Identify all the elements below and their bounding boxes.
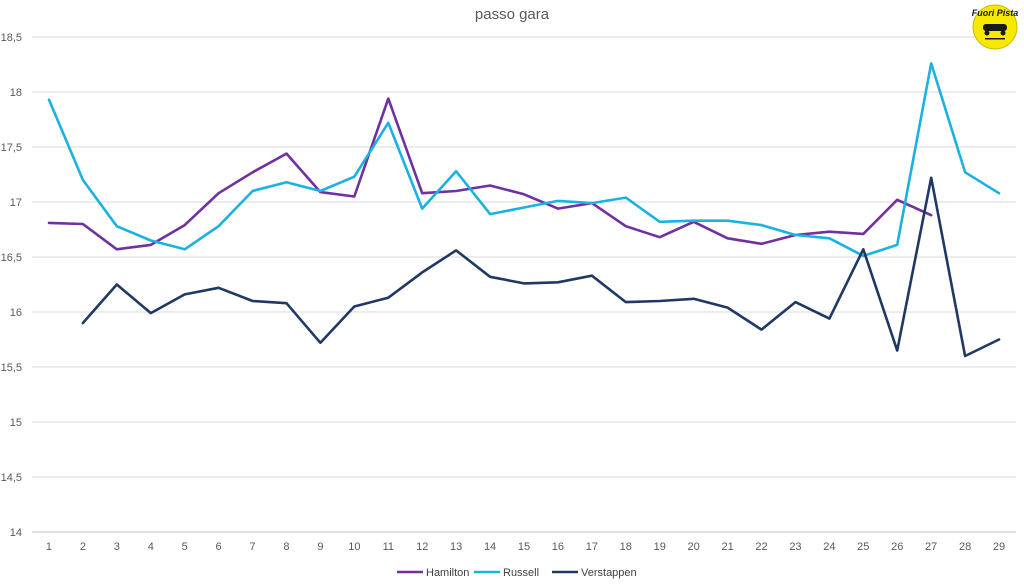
y-tick-label: 15: [10, 417, 22, 429]
x-tick-label: 21: [721, 541, 733, 553]
chart-title: passo gara: [475, 6, 550, 23]
x-tick-label: 14: [484, 541, 496, 553]
y-tick-label: 16,5: [1, 252, 22, 264]
x-axis-ticks: 1 2 3 4 5 6 7 8 9 10 11 12 13 14 15 16 17 18 19 20 21 22 23 24 2…: [46, 541, 1005, 553]
x-tick-label: 10: [348, 541, 360, 553]
y-tick-label: 14: [10, 527, 22, 539]
x-tick-label: 15: [518, 541, 530, 553]
x-tick-label: 1: [46, 541, 52, 553]
series-line-hamilton: [47, 97, 933, 251]
legend: Hamilton Russell Verstappen: [397, 567, 637, 579]
fuori-pista-logo: Fuori Pista: [972, 4, 1019, 50]
x-tick-label: 12: [416, 541, 428, 553]
x-tick-label: 8: [283, 541, 289, 553]
y-tick-label: 18,5: [1, 32, 22, 44]
series-line-verstappen: [81, 176, 1001, 358]
x-tick-label: 18: [620, 541, 632, 553]
x-tick-label: 27: [925, 541, 937, 553]
x-tick-label: 11: [383, 541, 394, 553]
y-tick-label: 17,5: [1, 142, 22, 154]
x-tick-label: 23: [789, 541, 801, 553]
legend-label: Hamilton: [426, 567, 469, 579]
logo-text: Fuori Pista: [972, 8, 1019, 18]
car-logo-icon: [983, 24, 1007, 40]
y-tick-label: 18: [10, 87, 22, 99]
legend-label: Verstappen: [581, 567, 637, 579]
x-tick-label: 13: [450, 541, 462, 553]
x-tick-label: 6: [216, 541, 222, 553]
x-tick-label: 7: [249, 541, 255, 553]
x-tick-label: 16: [552, 541, 564, 553]
x-tick-label: 28: [959, 541, 971, 553]
x-tick-label: 17: [586, 541, 598, 553]
x-tick-label: 19: [654, 541, 666, 553]
x-tick-label: 5: [182, 541, 188, 553]
legend-label: Russell: [503, 567, 539, 579]
gridlines: [32, 36, 1016, 533]
x-tick-label: 4: [148, 541, 154, 553]
x-tick-label: 2: [80, 541, 86, 553]
x-tick-label: 20: [688, 541, 700, 553]
x-tick-label: 9: [317, 541, 323, 553]
series-lines: [47, 62, 1001, 358]
x-tick-label: 26: [891, 541, 903, 553]
x-tick-label: 29: [993, 541, 1005, 553]
y-tick-label: 14,5: [1, 472, 22, 484]
y-tick-label: 16: [10, 307, 22, 319]
x-tick-label: 24: [823, 541, 835, 553]
y-tick-label: 15,5: [1, 362, 22, 374]
x-tick-label: 3: [114, 541, 120, 553]
y-tick-label: 17: [10, 197, 22, 209]
x-tick-label: 25: [857, 541, 869, 553]
series-line-russell: [47, 62, 1001, 258]
x-tick-label: 22: [755, 541, 767, 553]
y-axis-ticks: 14 14,5 15 15,5 16 16,5 17 17,5 18 18,5: [1, 32, 22, 539]
